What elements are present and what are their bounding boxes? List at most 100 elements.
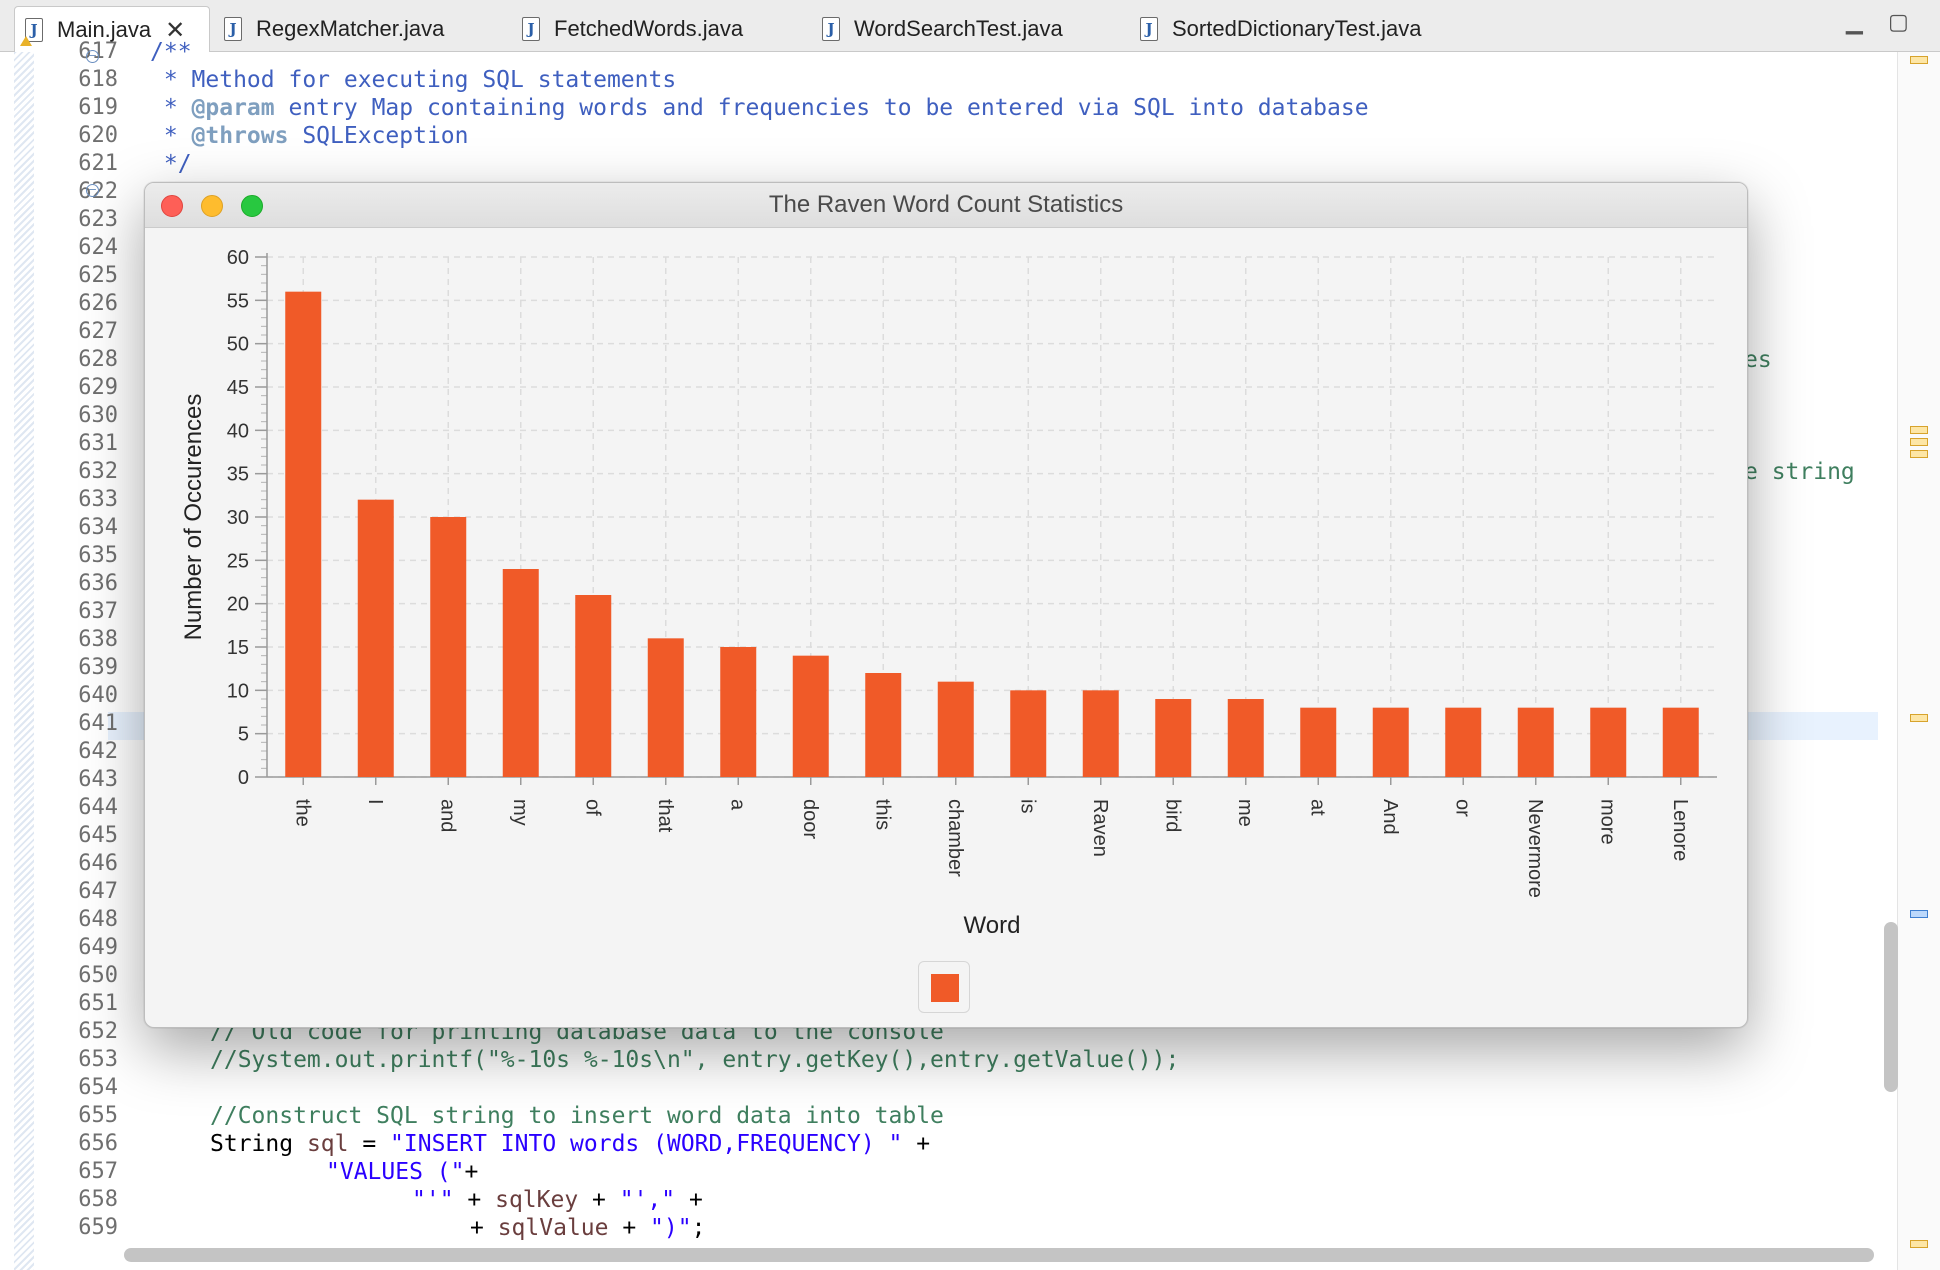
x-tick-label: And xyxy=(1379,799,1401,835)
bar-And xyxy=(1372,707,1409,777)
editor-tab-bar: J Main.java ✕ J RegexMatcher.java J Fetc… xyxy=(0,0,1940,52)
tab-wordsearchtest-java[interactable]: J WordSearchTest.java xyxy=(812,6,1063,52)
bar-Nevermore xyxy=(1517,707,1554,777)
close-window-button[interactable] xyxy=(161,195,183,217)
code-line-620: * @throws SQLException xyxy=(150,123,469,149)
tab-regexmatcher-java[interactable]: J RegexMatcher.java xyxy=(214,6,444,52)
y-tick-label: 5 xyxy=(238,724,249,746)
close-icon[interactable]: ✕ xyxy=(165,15,186,44)
line-number: 634 xyxy=(78,515,118,540)
bar-that xyxy=(647,638,684,777)
warning-marker[interactable] xyxy=(1910,450,1928,458)
line-number: 646 xyxy=(78,851,118,876)
y-tick-label: 45 xyxy=(227,377,249,399)
line-number: 620 xyxy=(78,123,118,148)
line-number: 629 xyxy=(78,375,118,400)
window-titlebar[interactable]: The Raven Word Count Statistics xyxy=(145,183,1747,228)
line-number: 655 xyxy=(78,1103,118,1128)
line-number: 658 xyxy=(78,1187,118,1212)
tab-label: SortedDictionaryTest.java xyxy=(1172,16,1422,41)
tab-sorteddictionarytest-java[interactable]: J SortedDictionaryTest.java xyxy=(1130,6,1421,52)
minimize-window-button[interactable] xyxy=(201,195,223,217)
annotation-ruler xyxy=(14,52,34,1270)
bar-of xyxy=(575,595,612,777)
bar-Raven xyxy=(1082,690,1119,777)
line-number: 648 xyxy=(78,907,118,932)
warning-marker[interactable] xyxy=(1910,714,1928,722)
warning-marker[interactable] xyxy=(1910,426,1928,434)
tab-label: Main.java xyxy=(57,16,152,42)
y-tick-label: 40 xyxy=(227,420,249,442)
line-number: 619 xyxy=(78,95,118,120)
bar-my xyxy=(502,569,539,777)
y-axis-title: Number of Occurences xyxy=(180,394,207,641)
line-number: 637 xyxy=(78,599,118,624)
x-tick-label: bird xyxy=(1161,799,1183,832)
tab-main-java[interactable]: J Main.java ✕ xyxy=(14,6,210,52)
occurrence-marker[interactable] xyxy=(1910,910,1928,918)
fold-collapse-icon[interactable]: − xyxy=(86,183,99,197)
line-number: 649 xyxy=(78,935,118,960)
code-line-656: String sql = "INSERT INTO words (WORD,FR… xyxy=(210,1131,931,1157)
line-number: 628 xyxy=(78,347,118,372)
code-line-658: "'" + sqlKey + "'," + xyxy=(412,1187,703,1213)
code-fragment-628: es xyxy=(1744,347,1772,373)
line-number: 633 xyxy=(78,487,118,512)
line-number: 638 xyxy=(78,627,118,652)
x-tick-label: that xyxy=(654,799,676,833)
line-number: 645 xyxy=(78,823,118,848)
bar-Lenore xyxy=(1662,707,1699,777)
line-number: 651 xyxy=(78,991,118,1016)
bar-this xyxy=(865,673,902,777)
line-number: 647 xyxy=(78,879,118,904)
code-line-659: + sqlValue + ")"; xyxy=(470,1215,706,1241)
code-line-653: //System.out.printf("%-10s %-10s\n", ent… xyxy=(210,1047,1180,1073)
line-number: 652 xyxy=(78,1019,118,1044)
line-number: 656 xyxy=(78,1131,118,1156)
fold-collapse-icon[interactable]: − xyxy=(86,49,99,63)
warning-marker[interactable] xyxy=(1910,438,1928,446)
code-fragment-632: e string xyxy=(1744,459,1855,485)
y-tick-label: 15 xyxy=(227,637,249,659)
overview-ruler[interactable] xyxy=(1897,52,1940,1270)
maximize-icon[interactable]: ▢ xyxy=(1888,10,1909,35)
java-file-icon: J xyxy=(1140,17,1158,41)
bar-me xyxy=(1227,699,1264,777)
x-tick-label: door xyxy=(799,799,821,839)
line-number: 640 xyxy=(78,683,118,708)
zoom-window-button[interactable] xyxy=(241,195,263,217)
line-number: 653 xyxy=(78,1047,118,1072)
bar-bird xyxy=(1155,699,1192,777)
y-tick-label: 35 xyxy=(227,464,249,486)
y-tick-label: 20 xyxy=(227,594,249,616)
x-tick-label: chamber xyxy=(944,799,966,877)
chart-window: The Raven Word Count Statistics 0 5 10 15 20… xyxy=(144,182,1748,1028)
horizontal-scrollbar[interactable] xyxy=(124,1248,1874,1262)
tab-fetchedwords-java[interactable]: J FetchedWords.java xyxy=(512,6,743,52)
line-number: 650 xyxy=(78,963,118,988)
line-number: 617 xyxy=(78,39,118,64)
x-tick-label: Lenore xyxy=(1669,799,1691,861)
vertical-scrollbar[interactable] xyxy=(1884,922,1898,1092)
y-tick-label: 55 xyxy=(227,290,249,312)
minimize-icon[interactable]: ▁ xyxy=(1846,10,1863,35)
legend xyxy=(918,961,970,1013)
x-tick-label: me xyxy=(1234,799,1256,827)
x-tick-label: the xyxy=(291,799,313,827)
x-tick-label: I xyxy=(364,799,386,805)
tab-label: WordSearchTest.java xyxy=(854,16,1063,41)
line-number: 618 xyxy=(78,67,118,92)
warning-marker[interactable] xyxy=(1910,56,1928,64)
y-tick-label: 30 xyxy=(227,507,249,529)
java-file-icon: J xyxy=(522,17,540,41)
warning-marker[interactable] xyxy=(1910,1240,1928,1248)
line-number: 623 xyxy=(78,207,118,232)
bar-door xyxy=(792,655,829,777)
bar-or xyxy=(1445,707,1482,777)
line-number: 626 xyxy=(78,291,118,316)
java-file-icon: J xyxy=(822,17,840,41)
y-tick-label: 25 xyxy=(227,550,249,572)
x-tick-label: and xyxy=(436,799,458,832)
y-tick-label: 10 xyxy=(227,680,249,702)
